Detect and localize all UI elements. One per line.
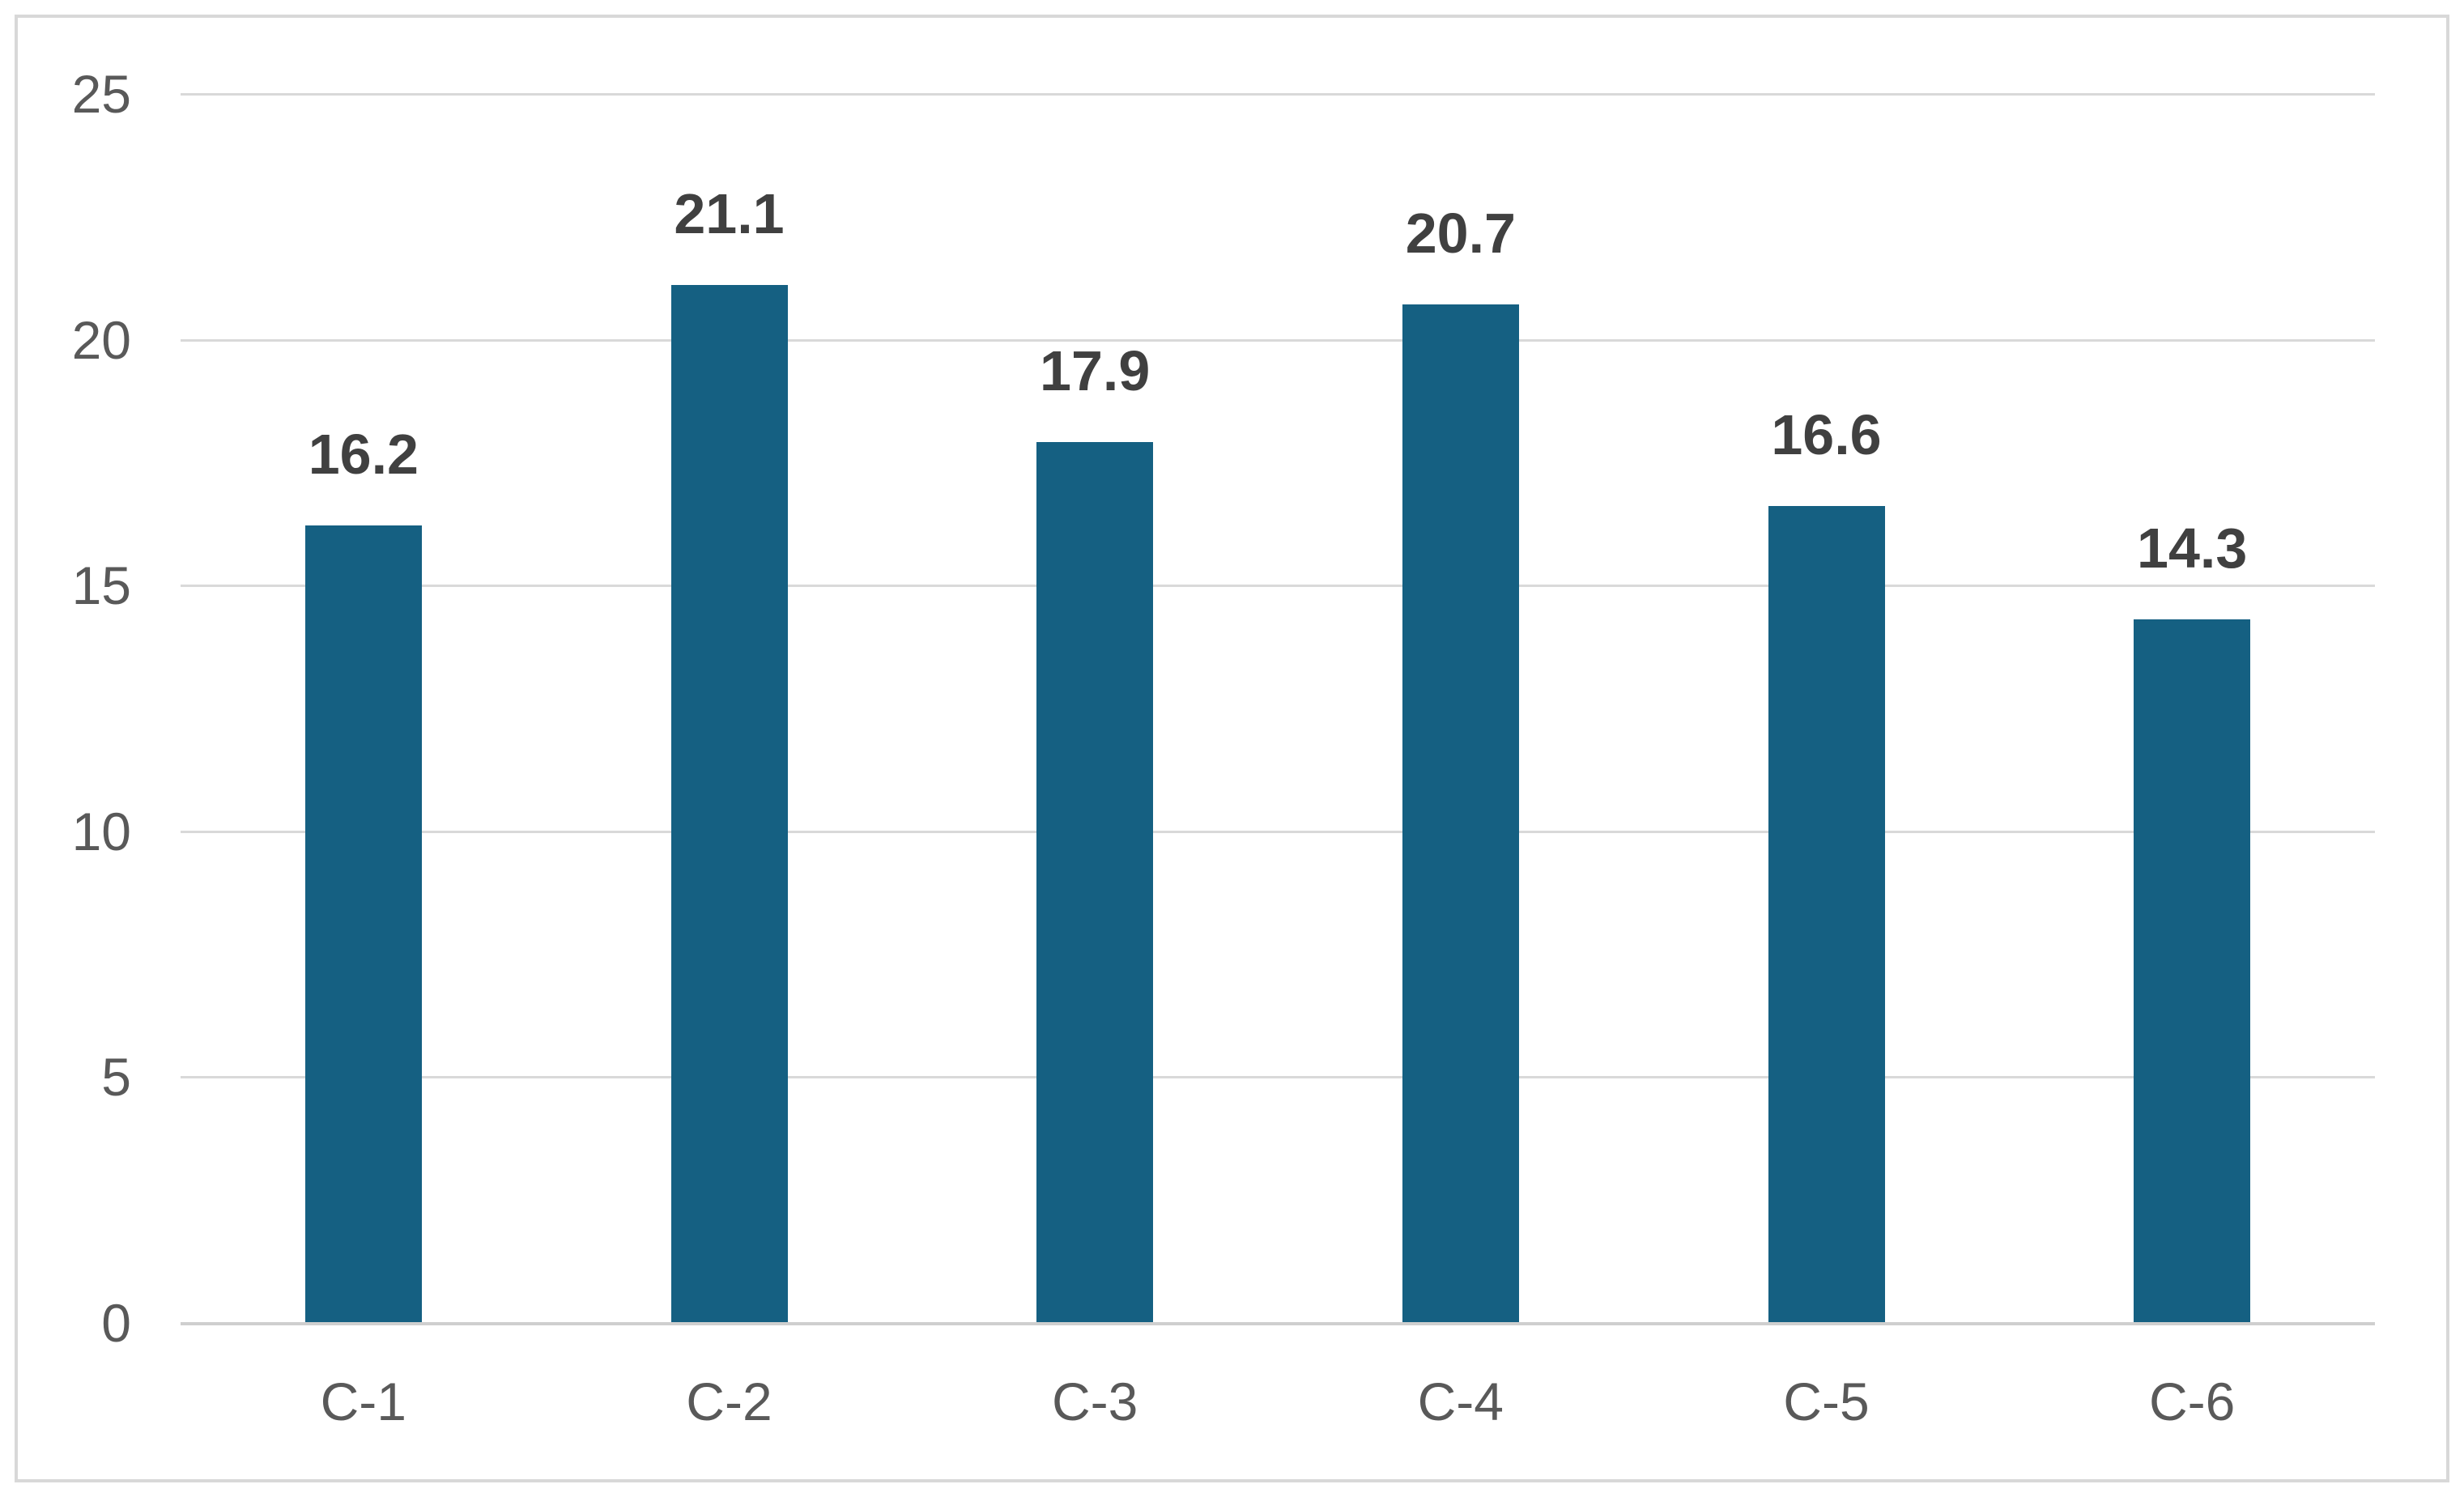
bar: [2134, 619, 2251, 1322]
gridline: [181, 830, 2375, 833]
bar-data-label: 20.7: [1405, 202, 1516, 266]
gridline: [181, 93, 2375, 96]
y-axis-tick-label: 0: [101, 1293, 131, 1353]
x-axis-category-label: C-5: [1783, 1372, 1870, 1431]
x-axis-category-label: C-2: [686, 1372, 772, 1431]
y-axis-tick-label: 15: [71, 555, 131, 616]
gridline: [181, 338, 2375, 342]
bar-data-label: 17.9: [1040, 339, 1151, 403]
bar: [1402, 304, 1519, 1322]
y-axis-tick-label: 20: [71, 309, 131, 370]
y-axis-tick-label: 10: [71, 801, 131, 861]
y-axis-tick-label: 25: [71, 64, 131, 124]
x-axis-category-label: C-3: [1051, 1372, 1138, 1431]
x-axis-category-label: C-4: [1417, 1372, 1504, 1431]
x-axis-baseline: [181, 1322, 2375, 1325]
bar-data-label: 14.3: [2137, 516, 2248, 580]
bar: [1768, 506, 1885, 1322]
bar-data-label: 21.1: [674, 181, 785, 245]
y-axis-tick-label: 5: [101, 1047, 131, 1108]
bar: [304, 525, 422, 1322]
x-axis-category-label: C-6: [2148, 1372, 2236, 1431]
bar: [1036, 442, 1154, 1322]
gridline: [181, 1076, 2375, 1079]
bar-data-label: 16.6: [1771, 403, 1882, 467]
bar-data-label: 16.2: [308, 423, 419, 487]
gridline: [181, 585, 2375, 588]
x-axis-category-label: C-1: [320, 1372, 406, 1431]
bar: [670, 284, 788, 1322]
